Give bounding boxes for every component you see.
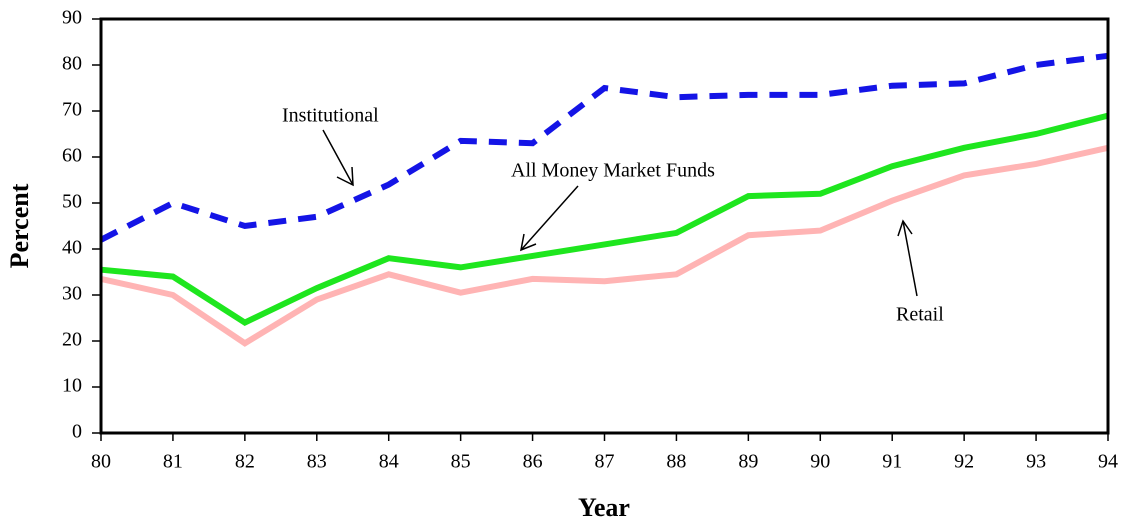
annotation: Retail (896, 304, 944, 326)
arrow (902, 220, 918, 297)
series-line (100, 144, 1109, 347)
series-line (100, 112, 1109, 327)
y-tick-label: 20 (62, 329, 82, 351)
x-tick-label: 92 (954, 451, 974, 473)
annotation-arrows (322, 129, 918, 297)
annotation: All Money Market Funds (511, 160, 715, 182)
x-tick-label: 93 (1026, 451, 1046, 473)
x-tick-label: 84 (379, 451, 399, 473)
y-tick-label: 80 (62, 53, 82, 75)
x-tick-label: 87 (595, 451, 615, 473)
x-tick-label: 83 (307, 451, 327, 473)
arrowhead (520, 233, 537, 252)
x-axis-title: Year (578, 493, 630, 522)
x-tick-label: 85 (451, 451, 471, 473)
y-tick-label: 70 (62, 99, 82, 121)
y-tick-label: 30 (62, 283, 82, 305)
plot-frame (99, 17, 1110, 435)
arrow (322, 129, 354, 186)
x-tick-label: 82 (235, 451, 255, 473)
y-tick-label: 10 (62, 375, 82, 397)
y-axis-title: Percent (5, 183, 34, 268)
x-tick-label: 90 (810, 451, 830, 473)
x-tick-label: 91 (882, 451, 902, 473)
x-tick-label: 94 (1098, 451, 1118, 473)
annotation: Institutional (282, 105, 379, 127)
series-line (99, 52, 1109, 243)
arrow (520, 185, 579, 251)
y-tick-label: 60 (62, 145, 82, 167)
arrowhead (336, 166, 354, 187)
x-tick-label: 80 (91, 451, 111, 473)
arrowhead (897, 219, 913, 237)
x-tick-label: 89 (738, 451, 758, 473)
x-tick-label: 81 (163, 451, 183, 473)
y-tick-label: 90 (62, 7, 82, 29)
y-tick-label: 40 (62, 237, 82, 259)
x-tick-label: 86 (523, 451, 543, 473)
x-tick-label: 88 (666, 451, 686, 473)
y-tick-label: 50 (62, 191, 82, 213)
y-tick-label: 0 (72, 421, 82, 443)
